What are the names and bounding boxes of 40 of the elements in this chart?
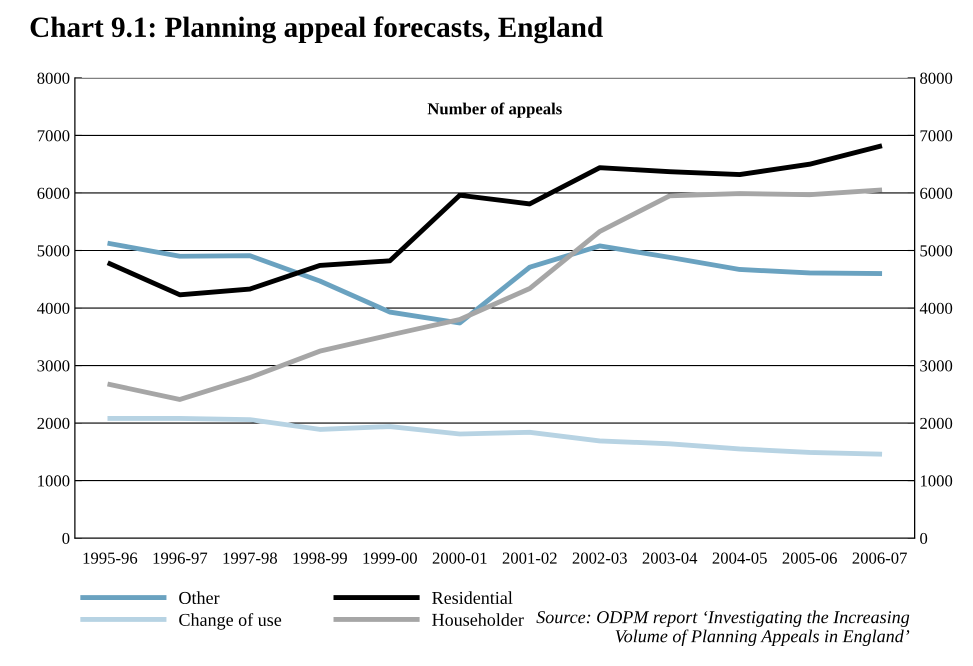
x-tick-label: 1998-99	[294, 552, 347, 564]
legend-label: Other	[179, 591, 220, 604]
y2-tick-label: 8000	[37, 72, 70, 84]
y2-tick-label: 6000	[37, 188, 70, 199]
x-tick-label: 1997-98	[224, 552, 277, 564]
y2-tick-label: 4000	[37, 302, 70, 314]
x-tick-label: 2004-05	[712, 552, 767, 564]
x-tick-label: 2000-01	[432, 552, 487, 564]
y-tick-label: 0	[920, 532, 928, 544]
y-tick-label: 6000	[920, 188, 952, 199]
y2-tick-label: 5000	[38, 245, 70, 256]
y-tick-label: 8000	[920, 72, 952, 84]
y2-tick-label: 2000	[37, 418, 70, 430]
y2-tick-label: 3000	[38, 360, 70, 372]
x-tick-label: 2005-06	[782, 552, 837, 564]
x-tick-label: 2003-04	[642, 552, 698, 564]
x-tick-label: 1995-96	[84, 552, 138, 564]
line-series	[107, 241, 882, 326]
y-tick-label: 1000	[920, 475, 952, 487]
y-tick-label: 4000	[920, 302, 952, 314]
y2-tick-label: 1000	[38, 475, 70, 487]
source-note: Source: ODPM report ‘Investigating the Increasing Volume of Planning Appeals in England’	[536, 610, 910, 646]
x-tick-label: 2006-07	[852, 552, 907, 564]
text: Number of appeals	[428, 102, 562, 118]
x-tick-label: 1996-97	[154, 552, 208, 564]
y2-tick-label: 7000	[38, 130, 70, 142]
x-tick-label: 2002-03	[572, 552, 627, 564]
y-tick-label: 2000	[920, 418, 952, 430]
legend-label: Change of use	[179, 613, 282, 630]
x-tick-label: 2001-02	[502, 552, 557, 564]
line-series	[107, 416, 882, 457]
legend-label: Householder	[432, 613, 524, 626]
y-tick-label: 3000	[920, 360, 952, 372]
chart-title: Chart 9.1: Planning appeal forecasts, England	[30, 16, 603, 44]
legend-label: Residential	[432, 591, 512, 604]
x-tick-label: 1999-00	[364, 552, 417, 564]
y2-tick-label: 0	[62, 532, 70, 544]
line-series	[107, 188, 882, 402]
y-tick-label: 7000	[920, 130, 952, 142]
y-tick-label: 5000	[920, 245, 952, 256]
